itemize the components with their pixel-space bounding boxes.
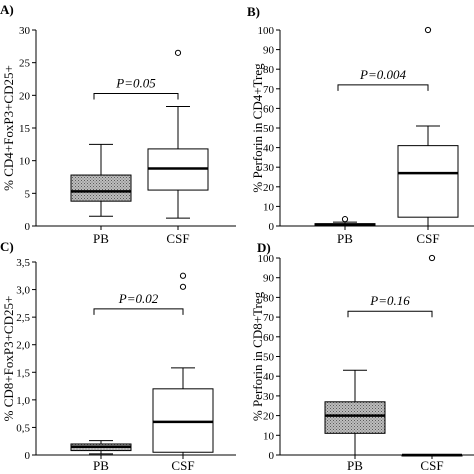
outlier-point bbox=[179, 272, 187, 279]
y-tick-label: 50 bbox=[263, 352, 275, 364]
box-pb: PB bbox=[314, 216, 376, 246]
y-tick-label: 70 bbox=[263, 84, 275, 96]
panel-letter: A) bbox=[0, 2, 14, 17]
y-tick-label: 3,0 bbox=[16, 285, 30, 297]
y-tick-label: 30 bbox=[263, 391, 275, 403]
y-tick-label: 40 bbox=[263, 143, 275, 155]
y-tick-label: 100 bbox=[258, 25, 275, 37]
box-iqr bbox=[397, 145, 459, 218]
box-csf: CSF bbox=[401, 254, 463, 473]
panel-d: D) 0 10 20 30 40 50 60 70 80 90 100 % Perforin in CD… bbox=[250, 240, 474, 473]
outlier-point bbox=[428, 254, 436, 262]
y-tick-label: 20 bbox=[263, 411, 275, 423]
panel-letter: B) bbox=[247, 4, 260, 19]
y-tick-label: 20 bbox=[19, 90, 31, 102]
y-tick-label: 5 bbox=[25, 188, 31, 200]
box-pb: PB bbox=[324, 369, 386, 473]
y-tick-label: 60 bbox=[263, 103, 275, 115]
y-tick-label: 20 bbox=[263, 182, 275, 194]
category-label: CSF bbox=[416, 231, 439, 246]
y-axis-label: % Perforin in CD4+Treg bbox=[250, 63, 265, 193]
panel-letter: C) bbox=[0, 239, 14, 254]
category-label: CSF bbox=[420, 458, 443, 473]
y-tick-label: 25 bbox=[19, 58, 31, 70]
y-tick-label: 40 bbox=[263, 371, 275, 383]
y-tick-label: 100 bbox=[258, 253, 275, 265]
y-axis-label: % CD8+FoxP3+CD25+ bbox=[1, 296, 16, 422]
y-tick-label: 3,5 bbox=[16, 257, 30, 269]
p-value-label: P=0.02 bbox=[118, 291, 159, 306]
category-label: PB bbox=[93, 231, 109, 246]
category-label: CSF bbox=[166, 231, 189, 246]
y-tick-label: 10 bbox=[263, 201, 275, 213]
y-tick-label: 1,5 bbox=[16, 367, 30, 379]
box-iqr bbox=[70, 174, 132, 202]
box-iqr bbox=[152, 388, 214, 453]
box-csf: CSF bbox=[152, 272, 214, 473]
category-label: CSF bbox=[171, 458, 194, 473]
category-label: PB bbox=[347, 458, 363, 473]
p-value-label: P=0.05 bbox=[115, 75, 156, 90]
y-tick-label: 0 bbox=[269, 450, 275, 462]
significance-bracket bbox=[93, 308, 184, 315]
y-tick-label: 1,0 bbox=[16, 395, 30, 407]
panel-letter: D) bbox=[257, 240, 271, 255]
category-label: PB bbox=[337, 231, 353, 246]
panel-c: C) 0 0,5 1,0 1,5 2,0 2,5 3,0 3,5 % CD8+FoxP3+CD25… bbox=[0, 239, 236, 473]
y-tick-label: 80 bbox=[263, 292, 275, 304]
outlier-point bbox=[179, 283, 187, 290]
y-tick-label: 70 bbox=[263, 312, 275, 324]
y-tick-label: 0 bbox=[25, 221, 31, 233]
outlier-point bbox=[341, 216, 349, 223]
panel-b: B) 0 10 20 30 40 50 60 70 80 90 100 % Perforin in CD… bbox=[247, 4, 474, 246]
y-tick-label: 30 bbox=[19, 25, 31, 37]
y-tick-label: 0 bbox=[25, 450, 31, 462]
y-tick-label: 0 bbox=[269, 221, 275, 233]
y-axis-label: % Perforin in CD8+Treg bbox=[250, 291, 265, 421]
significance-bracket bbox=[93, 92, 179, 100]
y-tick-label: 80 bbox=[263, 64, 275, 76]
y-tick-label: 90 bbox=[263, 45, 275, 57]
p-value-label: P=0.16 bbox=[369, 293, 410, 308]
outlier-point bbox=[174, 49, 182, 56]
p-value-label: P=0.004 bbox=[359, 67, 406, 82]
significance-bracket bbox=[347, 310, 433, 318]
box-pb: PB bbox=[70, 440, 132, 473]
outlier-point bbox=[424, 26, 432, 34]
box-csf: CSF bbox=[147, 49, 209, 246]
y-tick-label: 50 bbox=[263, 123, 275, 135]
y-tick-label: 10 bbox=[19, 156, 31, 168]
y-tick-label: 10 bbox=[263, 430, 275, 442]
box-iqr bbox=[324, 401, 386, 434]
y-tick-label: 90 bbox=[263, 273, 275, 285]
significance-bracket bbox=[337, 84, 429, 91]
box-pb: PB bbox=[70, 143, 132, 246]
category-label: PB bbox=[93, 458, 109, 473]
box-csf: CSF bbox=[397, 26, 459, 246]
panel-a: A) 0 5 10 15 20 25 30 % CD4+FoxP3+CD25+ PB CSF P=0.… bbox=[0, 2, 236, 246]
y-tick-label: 2,0 bbox=[16, 340, 30, 352]
y-axis-label: % CD4+FoxP3+CD25+ bbox=[1, 65, 16, 191]
y-tick-label: 0,5 bbox=[16, 422, 30, 434]
y-tick-label: 30 bbox=[263, 162, 275, 174]
y-tick-label: 15 bbox=[19, 123, 31, 135]
y-tick-label: 60 bbox=[263, 332, 275, 344]
y-tick-label: 2,5 bbox=[16, 312, 30, 324]
